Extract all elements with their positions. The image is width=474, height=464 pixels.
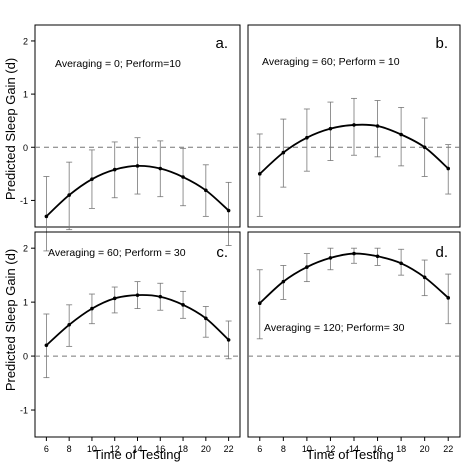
data-point [399,261,403,266]
data-point [422,145,427,150]
data-point [352,251,356,256]
data-point [375,124,380,128]
x-tick-label: 20 [420,444,430,454]
panel-2: b. Averaging = 60; Perform = 10 [247,24,461,228]
data-point [257,301,262,306]
data-point [375,254,380,259]
y-tick-label: 0 [23,352,28,362]
panel-annotation: Averaging = 120; Perform= 30 [264,322,405,334]
data-point [112,296,117,301]
x-tick-label: 12 [325,444,335,454]
data-point [226,338,231,342]
data-point [281,279,286,284]
x-tick-label: 6 [44,444,49,454]
data-point [446,166,451,171]
panel-annotation: Averaging = 60; Perform = 30 [48,247,186,259]
data-point [181,303,185,307]
y-tick-label: 1 [23,298,28,308]
panel-label: c. [216,244,228,261]
data-point [352,123,356,127]
y-tick-label: -1 [20,196,28,206]
data-point [90,177,94,181]
x-tick-label: 8 [67,444,72,454]
x-axis-title-right: Time of Testing [306,447,393,462]
y-axis-title-top: Predicted Sleep Gain (d) [3,58,18,200]
data-point [135,293,140,297]
data-point [399,132,403,137]
data-point [305,265,309,269]
data-point [90,306,94,311]
data-point [204,316,208,321]
data-point [44,343,49,348]
data-point [257,172,262,176]
data-point [305,135,309,140]
panel-4: 6 8 10 12 14 16 18 20 22 d. Averaging = 120; Perfo… [247,231,461,454]
y-axis-title-bottom: Predicted Sleep Gain (d) [3,249,18,391]
data-point [67,322,71,327]
data-point [158,294,163,299]
y-tick-label: 2 [23,244,28,254]
data-point [181,175,185,179]
x-tick-label: 14 [132,444,142,454]
x-tick-label: 16 [155,444,165,454]
data-point [328,126,333,131]
x-tick-label: 18 [178,444,188,454]
panel-frame [34,231,241,438]
panel-frame [247,24,461,228]
data-point [44,214,49,219]
panel-1: -1 0 1 2 a. Averaging = 0; Perform=10 [20,24,241,252]
panel-label: a. [215,35,228,52]
panel-annotation: Averaging = 60; Perform = 10 [262,56,400,68]
x-tick-label: 16 [373,444,383,454]
y-tick-label: -1 [20,406,28,416]
y-tick-label: 2 [23,36,28,46]
x-tick-label: 8 [281,444,286,454]
x-tick-label: 14 [349,444,359,454]
data-point [204,188,208,193]
x-tick-label: 10 [87,444,97,454]
y-tick-label: 1 [23,90,28,100]
panel-frame [34,24,241,228]
data-point [226,208,231,213]
data-point [158,166,163,171]
data-point [112,167,117,172]
panel-label: b. [435,35,448,52]
data-point [281,150,286,155]
data-point [446,296,451,300]
x-tick-label: 10 [302,444,312,454]
data-point [328,256,333,260]
y-tick-label: 0 [23,143,28,153]
panel-annotation: Averaging = 0; Perform=10 [55,58,181,70]
data-point [422,275,427,280]
data-point [135,164,140,168]
x-tick-label: 12 [110,444,120,454]
x-tick-label: 22 [443,444,453,454]
x-tick-label: 6 [257,444,262,454]
x-axis-title-left: Time of Testing [93,447,180,462]
x-tick-label: 22 [224,444,234,454]
panel-label: d. [435,244,448,261]
data-point [67,193,71,197]
x-tick-label: 18 [396,444,406,454]
x-tick-label: 20 [201,444,211,454]
